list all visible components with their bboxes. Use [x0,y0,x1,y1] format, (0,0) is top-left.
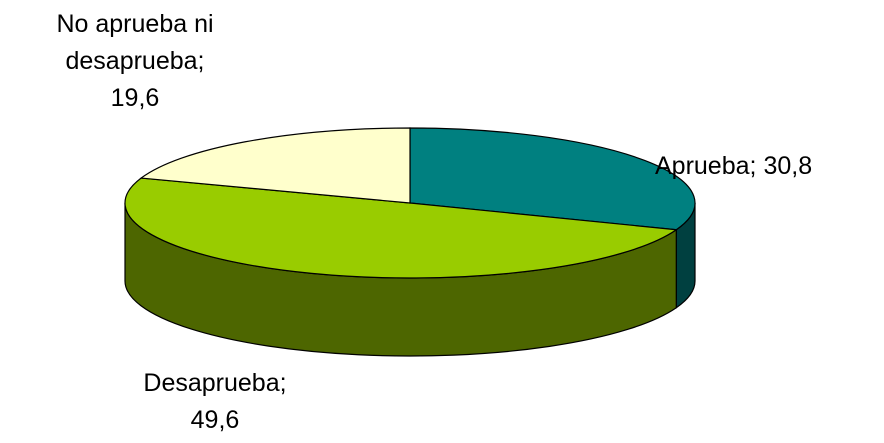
label-value: 30,8 [763,152,813,180]
label-value: 19,6 [110,84,160,112]
data-label: Desaprueba; 49,6 [130,365,300,439]
label-category: No aprueba ni desaprueba [56,10,214,75]
label-separator: ; [197,47,205,75]
label-separator: ; [749,152,757,180]
data-label: No aprueba ni desaprueba; 19,6 [45,6,225,117]
label-value: 49,6 [190,406,240,434]
slice [139,127,411,204]
slice [409,127,696,231]
slice [124,177,678,279]
data-label: Aprueba; 30,8 [655,148,812,185]
label-separator: ; [279,369,287,397]
label-category: Aprueba [655,152,750,180]
label-category: Desaprueba [143,369,280,397]
